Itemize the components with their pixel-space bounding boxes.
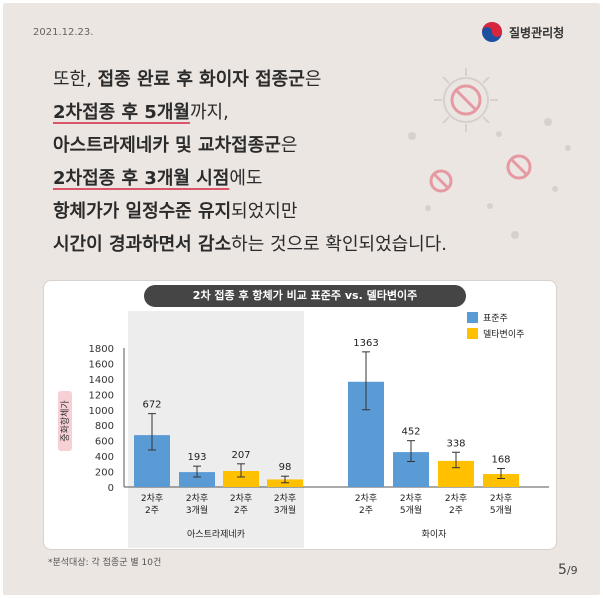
bar — [223, 471, 259, 487]
page-total: /9 — [566, 564, 578, 577]
headline-text: 은 — [304, 69, 322, 90]
y-tick-label: 800 — [95, 421, 114, 432]
legend-swatch — [467, 328, 478, 339]
headline-line: 시간이 경과하면서 감소하는 것으로 확인되었습니다. — [53, 230, 447, 263]
headline: 또한, 접종 완료 후 화이자 접종군은 2차접종 후 5개월까지, 아스트라제… — [53, 65, 447, 263]
x-tick-label: 2차후 — [400, 492, 422, 504]
group-shade — [128, 311, 304, 548]
x-tick-label: 2차후 — [141, 492, 163, 504]
headline-emphasis: 2차접종 후 5개월 — [53, 102, 190, 123]
data-label: 193 — [187, 452, 206, 463]
headline-emphasis: 접종 완료 후 화이자 접종군 — [97, 69, 305, 90]
x-tick-label: 2주 — [145, 505, 159, 516]
y-tick-label: 1000 — [89, 406, 114, 417]
virus-icon — [434, 68, 498, 132]
y-tick-label: 1200 — [89, 390, 114, 401]
prohibit-icon — [429, 169, 453, 193]
headline-line: 2차접종 후 3개월 시점에도 — [53, 164, 447, 197]
x-tick-label: 2차후 — [355, 492, 377, 504]
chart-title: 2차 접종 후 항체가 비교 표준주 vs. 델타변이주 — [144, 285, 466, 307]
headline-text: 또한, — [53, 69, 98, 90]
virus-dot-icon — [408, 118, 571, 239]
page-current: 5 — [558, 562, 567, 578]
headline-emphasis: 2차접종 후 3개월 시점 — [53, 168, 230, 189]
headline-emphasis: 항체가가 일정수준 유지 — [53, 201, 232, 222]
data-label: 452 — [401, 427, 420, 438]
logo-text: 질병관리청 — [509, 25, 565, 40]
prohibit-icon — [506, 154, 532, 180]
bar — [179, 472, 215, 487]
data-label: 98 — [279, 462, 292, 473]
chart-panel: 0 200 400 600 800 1000 1200 1400 1600 1800 중화항체가 67… — [43, 280, 557, 550]
x-tick-label: 3개월 — [186, 504, 208, 516]
data-label: 168 — [491, 454, 510, 465]
headline-line: 또한, 접종 완료 후 화이자 접종군은 — [53, 65, 447, 98]
y-tick-label: 200 — [95, 468, 114, 479]
y-tick-label: 1800 — [89, 344, 114, 355]
prohibit-icon — [450, 84, 482, 116]
x-tick-label: 2차후 — [186, 492, 208, 504]
x-tick-label: 2주 — [234, 505, 248, 516]
kdca-logo-icon — [482, 22, 502, 42]
pagination: 5/9 — [558, 562, 578, 578]
headline-emphasis: 아스트라제네카 및 교차접종군 — [53, 135, 281, 156]
logo: 질병관리청 — [481, 21, 564, 43]
x-tick-label: 2차후 — [445, 492, 467, 504]
y-tick-label: 0 — [108, 483, 114, 494]
legend-label: 표준주 — [483, 313, 508, 324]
headline-emphasis: 시간이 경과하면서 감소 — [53, 234, 232, 255]
headline-text: 은 — [280, 135, 298, 156]
y-axis-label: 중화항체가 — [60, 400, 71, 441]
bar — [483, 474, 519, 487]
data-label: 338 — [446, 438, 465, 449]
x-tick-label: 2차후 — [274, 492, 296, 504]
headline-line: 2차접종 후 5개월까지, — [53, 98, 447, 131]
headline-text: 하는 것으로 확인되었습니다. — [231, 234, 448, 255]
x-tick-label: 2차후 — [490, 492, 512, 504]
headline-line: 아스트라제네카 및 교차접종군은 — [53, 131, 447, 164]
bar-chart: 0 200 400 600 800 1000 1200 1400 1600 1800 중화항체가 67… — [58, 311, 549, 548]
y-tick-label: 1400 — [89, 375, 114, 386]
group-label: 화이자 — [422, 529, 448, 540]
footnote: *분석대상: 각 접종군 별 10건 — [48, 558, 162, 568]
virus-decoration — [408, 68, 571, 239]
legend-label: 델타변이주 — [483, 328, 524, 340]
x-tick-label: 3개월 — [274, 504, 296, 516]
x-tick-label: 5개월 — [400, 504, 422, 516]
legend-swatch — [467, 312, 478, 323]
headline-text: 까지, — [189, 102, 229, 123]
data-label: 1363 — [353, 338, 378, 349]
y-tick-label: 600 — [95, 437, 114, 448]
headline-line: 항체가가 일정수준 유지되었지만 — [53, 197, 447, 230]
x-tick-label: 2주 — [449, 505, 463, 516]
x-tick-label: 2차후 — [230, 492, 252, 504]
date: 2021.12.23. — [33, 27, 94, 38]
data-label: 672 — [142, 400, 161, 411]
headline-text: 되었지만 — [231, 201, 298, 222]
headline-text: 에도 — [229, 168, 263, 189]
x-tick-label: 2주 — [359, 505, 373, 516]
x-tick-label: 5개월 — [490, 504, 512, 516]
group-label: 아스트라제네카 — [187, 529, 245, 540]
data-label: 207 — [231, 450, 250, 461]
y-label-pill — [58, 391, 72, 451]
y-tick-label: 1600 — [89, 359, 114, 370]
y-tick-label: 400 — [95, 452, 114, 463]
